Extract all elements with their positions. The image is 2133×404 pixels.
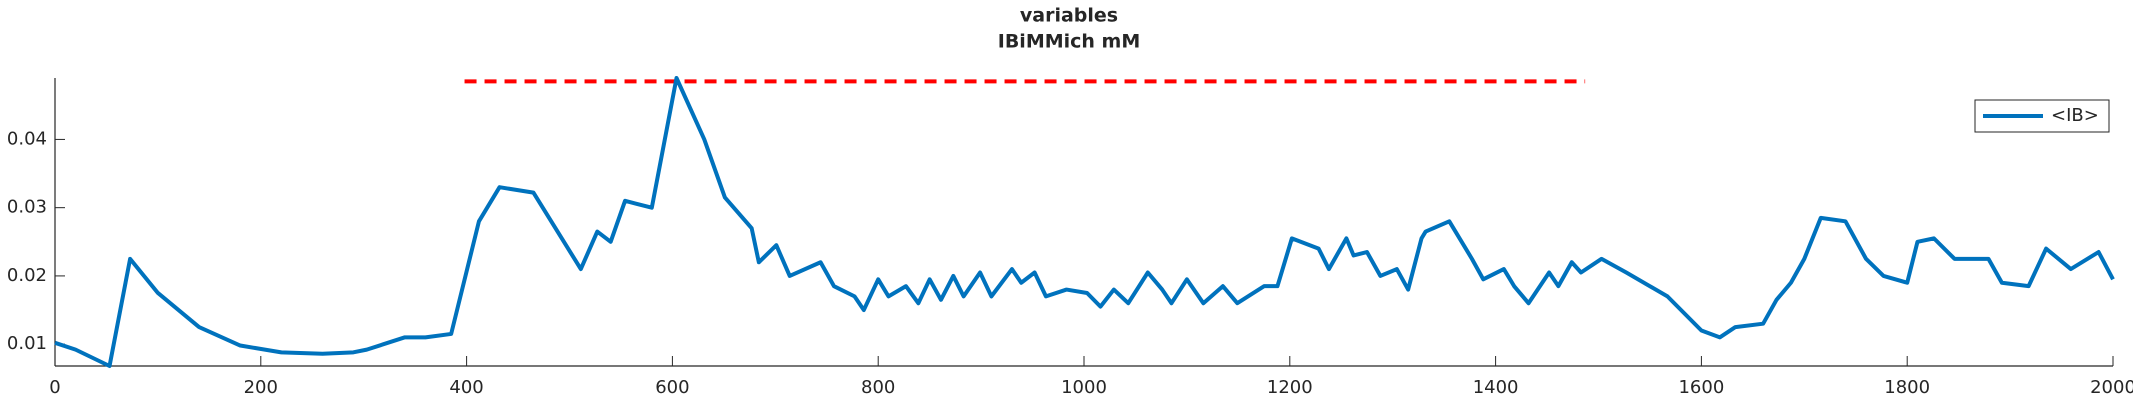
y-tick-label: 0.02 — [7, 265, 47, 286]
chart-title: variables — [1020, 5, 1118, 27]
x-tick-label: 200 — [244, 377, 278, 398]
y-tick-label: 0.03 — [7, 197, 47, 218]
x-tick-label: 1000 — [1061, 377, 1107, 398]
x-tick-label: 400 — [449, 377, 483, 398]
x-tick-label: 1600 — [1678, 377, 1724, 398]
legend-label: <IB> — [2051, 105, 2099, 126]
x-tick-label: 2000 — [2090, 377, 2133, 398]
x-tick-label: 0 — [49, 377, 60, 398]
x-tick-label: 1800 — [1884, 377, 1930, 398]
x-tick-label: 600 — [655, 377, 689, 398]
chart-subtitle: IBiMMich mM — [998, 31, 1141, 53]
y-tick-label: 0.04 — [7, 128, 47, 149]
data-line — [54, 76, 2115, 368]
y-tick-label: 0.01 — [7, 333, 47, 354]
x-tick-label: 1200 — [1267, 377, 1313, 398]
x-tick-label: 1400 — [1473, 377, 1519, 398]
x-tick-label: 800 — [861, 377, 895, 398]
